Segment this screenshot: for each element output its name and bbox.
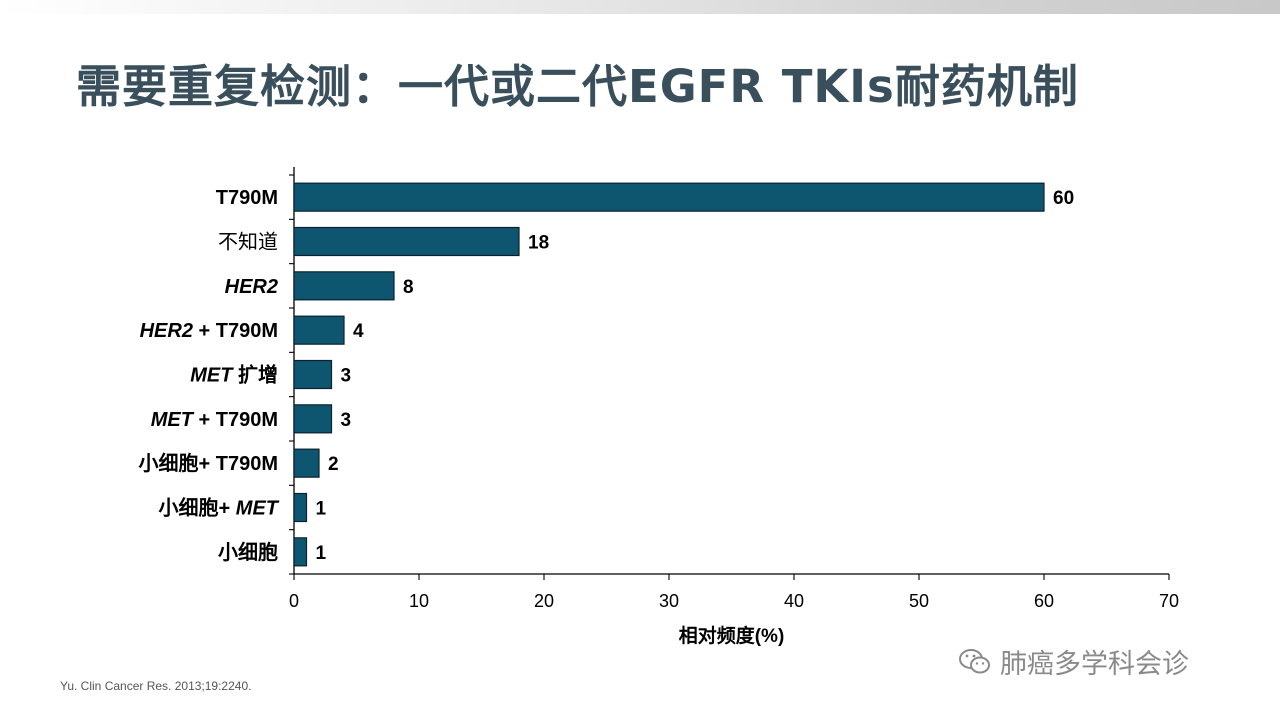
watermark-text: 肺癌多学科会诊 [1000, 649, 1189, 680]
x-tick-label: 60 [1034, 591, 1054, 611]
bar [293, 448, 320, 478]
category-label: HER2 + T790M [140, 320, 278, 342]
bar-value-label: 3 [341, 410, 352, 431]
bar [293, 226, 520, 257]
bar-value-label: 4 [353, 321, 364, 342]
citation: Yu. Clin Cancer Res. 2013;19:2240. [60, 679, 252, 693]
category-label: HER2 [225, 276, 278, 298]
category-label: 小细胞 [218, 540, 278, 564]
x-tick-label: 30 [659, 591, 679, 611]
bar-value-label: 3 [341, 366, 352, 387]
x-axis-label: 相对频度(%) [679, 624, 785, 647]
category-label: MET 扩增 [190, 363, 278, 387]
x-tick-label: 70 [1159, 591, 1179, 611]
bar-value-label: 60 [1053, 188, 1074, 209]
bar-value-label: 8 [403, 277, 414, 298]
bar [293, 359, 333, 390]
bar [293, 182, 1045, 212]
category-label: 小细胞+ T790M [139, 451, 278, 475]
x-tick-label: 50 [909, 591, 929, 611]
wechat-icon [959, 648, 990, 673]
bar-value-label: 18 [528, 233, 549, 254]
bar [293, 537, 308, 567]
bar-value-label: 2 [328, 454, 339, 475]
bar [293, 492, 308, 523]
x-tick-label: 40 [784, 591, 804, 611]
category-label: T790M [216, 187, 278, 209]
slide-title: 需要重复检测：一代或二代EGFR TKIs耐药机制 [76, 60, 1079, 113]
bar-value-label: 1 [316, 499, 327, 520]
x-tick-label: 20 [534, 591, 554, 611]
category-label: 小细胞+ MET [159, 496, 280, 520]
category-label: 不知道 [218, 231, 278, 254]
bar [293, 404, 333, 434]
category-label: MET + T790M [151, 409, 278, 431]
bar-value-label: 1 [316, 543, 327, 564]
header-gradient-band [0, 0, 1280, 14]
bar [293, 271, 395, 301]
x-tick-label: 10 [409, 591, 429, 611]
x-tick-label: 0 [289, 591, 299, 611]
bar [293, 315, 345, 345]
watermark: 肺癌多学科会诊 [958, 642, 1189, 681]
